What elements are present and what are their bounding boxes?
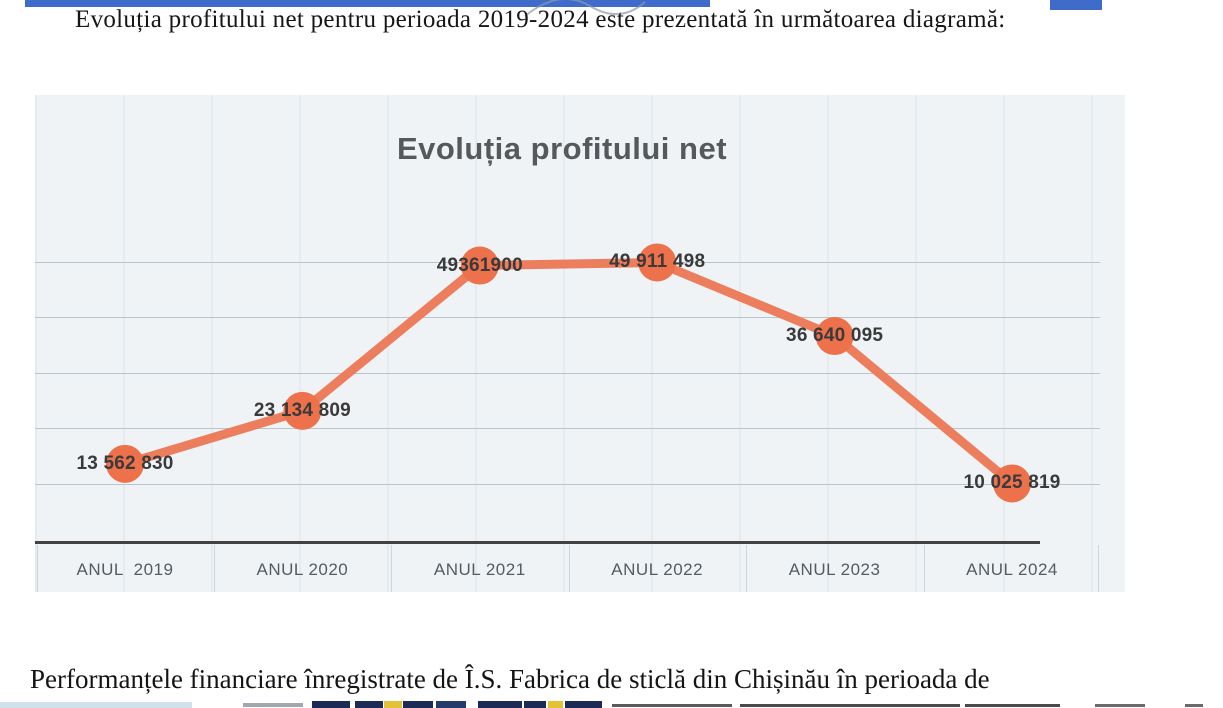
scan-artifact-highlight (312, 701, 350, 708)
gridline (35, 372, 1100, 374)
scan-artifact (1095, 704, 1145, 707)
footer-paragraph-text: Performanțele financiare înregistrate de… (30, 664, 990, 694)
x-axis-label: ANUL 2020 (256, 560, 349, 579)
scan-artifact (1185, 704, 1203, 707)
chart: Evoluția profitului net 13 562 830 23 134… (35, 95, 1125, 592)
top-highlight-strip (25, 0, 710, 7)
category-tick (568, 545, 570, 592)
line-series (106, 243, 1031, 503)
data-point-marker (993, 464, 1031, 503)
scan-artifact (965, 704, 1060, 707)
scan-artifact-highlight (384, 701, 402, 708)
scan-artifact-highlight (436, 701, 466, 708)
x-axis (35, 541, 1040, 544)
scan-artifact-highlight (524, 701, 546, 708)
scan-artifact-highlight (403, 701, 433, 708)
scan-artifact-strip (0, 702, 192, 708)
data-point-label: 10 025 819 (963, 472, 1061, 494)
category-tick (213, 545, 215, 592)
data-point-label: 36 640 095 (786, 325, 884, 346)
x-axis-label: ANUL 2021 (433, 560, 526, 579)
data-point-marker (460, 246, 499, 285)
category-tick (923, 545, 925, 592)
category-tick (746, 545, 748, 592)
data-point-label: 13 562 830 (76, 452, 174, 474)
data-point-marker (638, 243, 677, 282)
scan-artifact (740, 704, 960, 707)
data-point-label: 49361900 (436, 254, 523, 276)
scan-artifact (612, 704, 732, 707)
series-line (120, 257, 1017, 488)
category-tick (1098, 545, 1099, 592)
footer-paragraph: Performanțele financiare înregistrate de… (30, 662, 1150, 696)
data-point-marker (106, 444, 144, 483)
data-point-label: 23 134 809 (253, 399, 351, 421)
scan-artifact-highlight (355, 701, 383, 708)
gridline (35, 483, 1100, 485)
gridline (35, 428, 1100, 430)
scan-artifact (243, 703, 303, 707)
scan-artifact-highlight (565, 701, 602, 708)
data-point-marker (283, 391, 322, 430)
category-tick (36, 545, 38, 592)
scan-artifact-highlight (548, 701, 563, 708)
data-point-label: 49 911 498 (609, 251, 706, 273)
scan-artifact-highlight (478, 701, 522, 708)
x-axis-label: ANUL 2019 (76, 560, 174, 579)
category-tick (391, 545, 393, 592)
x-axis-label: ANUL 2023 (788, 560, 881, 579)
x-axis-label: ANUL 2022 (611, 560, 704, 579)
x-axis-label: ANUL 2024 (966, 560, 1058, 579)
chart-title: Evoluția profitului net (396, 131, 728, 166)
gridline (35, 317, 1100, 319)
data-point-marker (815, 317, 854, 356)
document-heading: Evoluția profitului net pentru perioada … (75, 6, 1006, 33)
top-highlight-strip-right (1050, 0, 1102, 10)
